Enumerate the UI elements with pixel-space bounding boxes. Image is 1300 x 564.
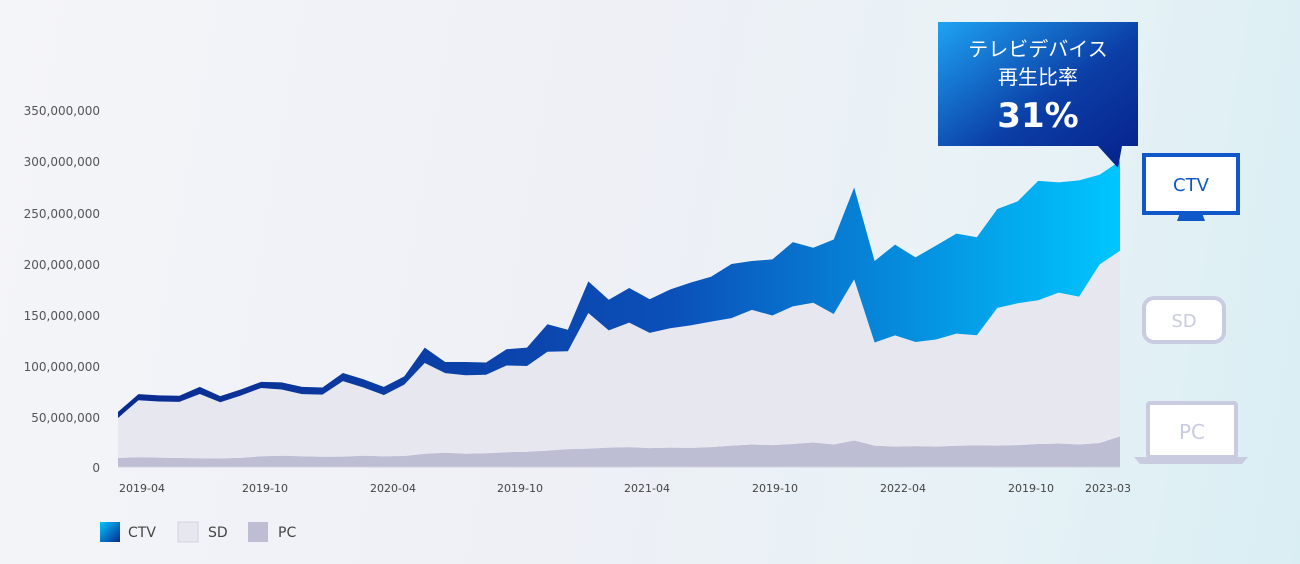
pc-laptop-label: PC xyxy=(1179,420,1205,444)
y-tick-label: 100,000,000 xyxy=(24,360,100,374)
svg-text:200,000,000: 200,000,000 xyxy=(24,258,100,272)
sd-phone-label: SD xyxy=(1171,311,1196,332)
svg-text:50,000,000: 50,000,000 xyxy=(31,411,100,425)
svg-text:100,000,000: 100,000,000 xyxy=(24,360,100,374)
series-area-pc xyxy=(118,436,1120,467)
svg-text:2023-03: 2023-03 xyxy=(1085,482,1131,495)
x-tick-label: 2019-04 xyxy=(119,482,165,495)
x-tick-label: 2022-04 xyxy=(880,482,926,495)
svg-text:150,000,000: 150,000,000 xyxy=(24,309,100,323)
x-tick-label: 2023-03 xyxy=(1085,482,1131,495)
legend-swatch-ctv xyxy=(100,522,120,542)
callout-value: 31% xyxy=(997,96,1078,136)
legend-item-ctv: CTV xyxy=(100,522,156,542)
svg-text:0: 0 xyxy=(92,461,100,475)
callout-line2: 再生比率 xyxy=(998,65,1078,89)
ctv-share-callout: テレビデバイス 再生比率 31% xyxy=(938,22,1138,168)
svg-text:2019-10: 2019-10 xyxy=(1008,482,1054,495)
legend-item-pc: PC xyxy=(248,522,296,542)
x-tick-label: 2020-04 xyxy=(370,482,416,495)
x-tick-label: 2021-04 xyxy=(624,482,670,495)
x-tick-label: 2019-10 xyxy=(1008,482,1054,495)
legend-item-sd: SD xyxy=(177,521,228,543)
x-tick-label: 2019-10 xyxy=(497,482,543,495)
svg-text:2019-10: 2019-10 xyxy=(752,482,798,495)
y-axis: 350,000,000 300,000,000 250,000,000 200,… xyxy=(24,104,100,475)
pc-laptop-icon: PC xyxy=(1134,401,1248,464)
legend-label-ctv: CTV xyxy=(128,525,156,541)
y-tick-label: 150,000,000 xyxy=(24,309,100,323)
callout-line1: テレビデバイス xyxy=(968,37,1107,61)
svg-text:2019-04: 2019-04 xyxy=(119,482,165,495)
svg-text:2019-10: 2019-10 xyxy=(242,482,288,495)
y-tick-label: 0 xyxy=(92,461,100,475)
legend-label-sd: SD xyxy=(208,525,228,541)
svg-text:2022-04: 2022-04 xyxy=(880,482,926,495)
y-tick-label: 300,000,000 xyxy=(24,155,100,169)
callout-box xyxy=(938,22,1138,168)
legend-swatch-pc xyxy=(248,522,268,542)
y-tick-label: 250,000,000 xyxy=(24,207,100,221)
ctv-monitor-label: CTV xyxy=(1173,175,1210,196)
ctv-monitor-icon: CTV xyxy=(1142,153,1240,221)
legend-label-pc: PC xyxy=(278,525,296,541)
legend: CTV SD PC xyxy=(100,521,296,543)
x-tick-label: 2019-10 xyxy=(752,482,798,495)
svg-text:2020-04: 2020-04 xyxy=(370,482,416,495)
y-tick-label: 50,000,000 xyxy=(31,411,100,425)
series-area-ctv xyxy=(118,161,1120,419)
y-tick-label: 350,000,000 xyxy=(24,104,100,118)
y-tick-label: 200,000,000 xyxy=(24,258,100,272)
legend-swatch-sd xyxy=(177,521,199,543)
x-axis: 2019-04 2019-10 2020-04 2019-10 2021-04 … xyxy=(119,482,1131,495)
svg-text:300,000,000: 300,000,000 xyxy=(24,155,100,169)
svg-text:250,000,000: 250,000,000 xyxy=(24,207,100,221)
x-tick-label: 2019-10 xyxy=(242,482,288,495)
svg-text:350,000,000: 350,000,000 xyxy=(24,104,100,118)
sd-phone-icon: SD xyxy=(1142,296,1226,344)
svg-text:2021-04: 2021-04 xyxy=(624,482,670,495)
svg-text:2019-10: 2019-10 xyxy=(497,482,543,495)
series-layer xyxy=(118,161,1120,467)
series-area-sd xyxy=(118,250,1120,459)
